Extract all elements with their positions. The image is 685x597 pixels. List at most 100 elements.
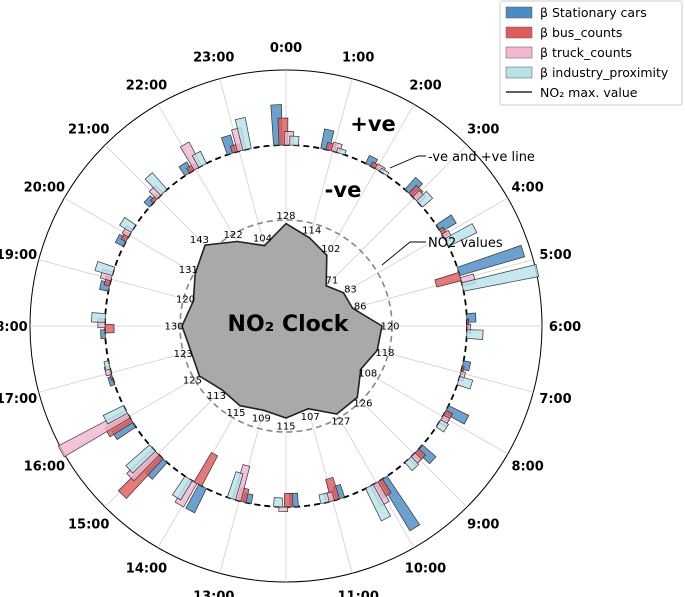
inner-reference-circle xyxy=(179,219,393,433)
bar-4-1:00 xyxy=(336,147,347,156)
no2-value-label: 131 xyxy=(179,265,198,276)
no2-values-annotation-text: NO2 values xyxy=(428,236,503,251)
no2-value-label: 143 xyxy=(190,235,209,246)
bar-4-12:00 xyxy=(273,497,283,508)
no2-value-label: 127 xyxy=(331,416,350,427)
hour-label: 4:00 xyxy=(511,181,543,196)
hour-label: 21:00 xyxy=(68,123,109,138)
hour-label: 10:00 xyxy=(405,562,446,577)
chart-title: NO₂ Clock xyxy=(228,312,350,337)
no2-value-label: 108 xyxy=(358,369,377,380)
no2-value-label: 123 xyxy=(174,349,193,360)
legend-label: β bus_counts xyxy=(540,25,622,40)
bar-4-14:00 xyxy=(171,475,193,501)
bar-2-12:00 xyxy=(283,493,294,508)
no2-value-label: 126 xyxy=(353,398,372,409)
hour-label: 22:00 xyxy=(126,78,167,93)
bar-2-14:00 xyxy=(193,451,219,487)
hour-labels: 0:00 1:00 2:00 3:00 4:00 5:00 6:00 7:00 8:00 9:00… xyxy=(0,41,581,597)
bar-4-15:00 xyxy=(125,444,156,474)
hour-label: 3:00 xyxy=(467,123,499,138)
bar-4-8:00 xyxy=(435,419,450,433)
hour-label: 23:00 xyxy=(193,51,234,66)
legend-label: β Stationary cars xyxy=(540,5,647,20)
hour-label: 17:00 xyxy=(0,392,37,407)
bar-4-17:00 xyxy=(103,360,111,371)
bar-3-12:00 xyxy=(278,506,289,512)
bar-4-22:00 xyxy=(191,150,207,168)
legend-label: β truck_counts xyxy=(540,45,632,60)
bar-4-0:00 xyxy=(289,135,300,146)
no2-values-annotation: NO2 values xyxy=(381,236,503,266)
hour-label: 19:00 xyxy=(0,248,37,263)
no2-value-label: 115 xyxy=(276,422,295,433)
bar-4-18:00 xyxy=(91,312,106,323)
positive-label: +ve xyxy=(350,112,396,136)
no2-value-label: 120 xyxy=(176,295,195,306)
hour-label: 16:00 xyxy=(24,460,65,475)
no2-value-label: 122 xyxy=(224,230,243,241)
legend-swatch xyxy=(505,46,533,59)
zero-line-annotation: -ve and +ve line xyxy=(389,150,535,169)
legend-frame xyxy=(499,0,683,106)
beta-bars xyxy=(57,104,540,532)
bar-4-2:00 xyxy=(379,167,390,177)
hour-label: 5:00 xyxy=(539,248,571,263)
hour-label: 2:00 xyxy=(409,78,441,93)
bar-4-13:00 xyxy=(226,471,244,501)
hour-label: 18:00 xyxy=(0,320,28,335)
hour-label: 14:00 xyxy=(126,562,167,577)
no2-value-label: 109 xyxy=(252,413,271,424)
negative-label: -ve xyxy=(325,178,362,202)
no2-value-label: 71 xyxy=(325,276,338,287)
bar-4-7:00 xyxy=(456,376,474,390)
hour-label: 8:00 xyxy=(511,460,543,475)
bar-2-5:00 xyxy=(434,271,462,288)
no2-value-label: 130 xyxy=(164,322,183,333)
bar-2-18:00 xyxy=(104,323,115,334)
no2-value-label: 113 xyxy=(207,391,226,402)
bar-4-4:00 xyxy=(444,223,478,247)
legend: β Stationary cars β bus_counts β truck_cou… xyxy=(499,0,683,106)
no2-value-label: 118 xyxy=(375,348,394,359)
legend-label: β industry_proximity xyxy=(540,65,669,80)
no2-value-label: 83 xyxy=(344,284,357,295)
bar-4-11:00 xyxy=(318,492,330,505)
bar-4-10:00 xyxy=(365,484,392,522)
hour-label: 20:00 xyxy=(24,181,65,196)
legend-swatch xyxy=(505,26,533,39)
no2-value-label: 114 xyxy=(302,226,321,237)
hour-label: 15:00 xyxy=(68,517,109,532)
bar-4-21:00 xyxy=(144,172,168,196)
bar-4-23:00 xyxy=(234,117,252,151)
no2-value-label: 115 xyxy=(226,408,245,419)
zero-line-annotation-text: -ve and +ve line xyxy=(428,150,535,165)
hour-label: 7:00 xyxy=(539,392,571,407)
legend-swatch xyxy=(505,6,533,19)
bar-4-6:00 xyxy=(466,329,484,340)
no2-value-label: 128 xyxy=(276,211,295,222)
no2-max-polygon xyxy=(181,222,383,419)
hour-label: 11:00 xyxy=(338,589,379,597)
bar-4-5:00 xyxy=(461,264,540,292)
no2-value-label: 86 xyxy=(354,302,367,313)
bar-4-9:00 xyxy=(404,456,420,472)
legend-line-label: NO₂ max. value xyxy=(540,85,638,100)
hour-label: 1:00 xyxy=(342,51,374,66)
no2-value-label: 107 xyxy=(301,412,320,423)
no2-value-label: 120 xyxy=(380,322,399,333)
legend-swatch xyxy=(505,66,533,79)
no2-value-label: 104 xyxy=(253,233,272,244)
no2-value-label: 125 xyxy=(183,376,202,387)
bar-4-3:00 xyxy=(416,190,434,208)
bar-4-16:00 xyxy=(102,405,128,425)
bar-4-19:00 xyxy=(94,260,116,276)
no2-value-label: 102 xyxy=(321,244,340,255)
hour-label: 9:00 xyxy=(467,517,499,532)
hour-label: 0:00 xyxy=(270,41,302,56)
bar-1-18:00 xyxy=(100,329,106,340)
hour-label: 6:00 xyxy=(549,320,581,335)
hour-label: 13:00 xyxy=(193,589,234,597)
